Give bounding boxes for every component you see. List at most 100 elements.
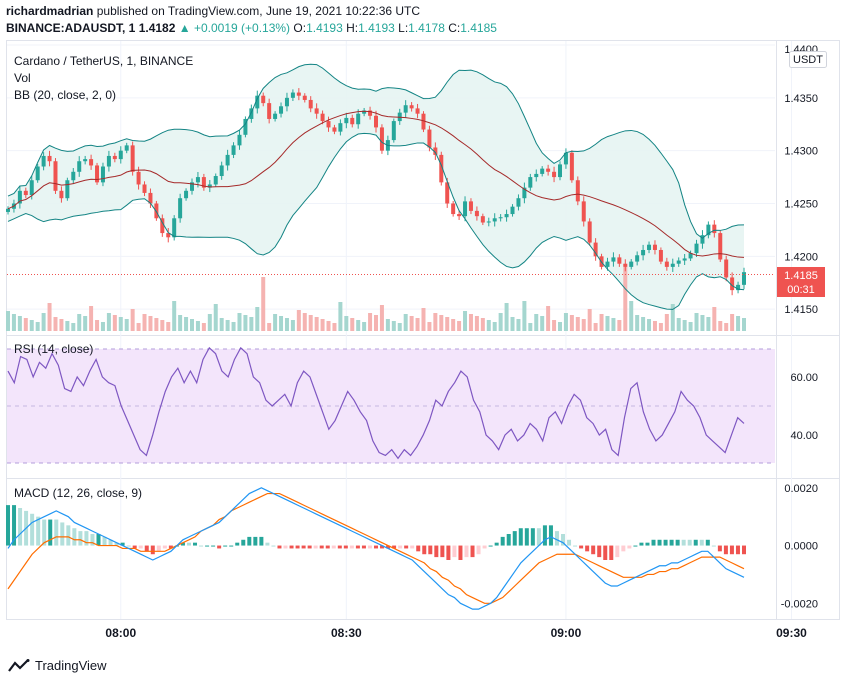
volume-bar: [558, 322, 562, 331]
candle-body: [552, 171, 557, 178]
price-axis[interactable]: 1.44001.43501.43001.42501.42001.415060.0…: [781, 44, 818, 610]
candle-body: [617, 257, 622, 264]
macd-histogram-bar: [205, 545, 210, 547]
high-value: 1.4193: [358, 21, 395, 35]
macd-histogram-bar: [253, 536, 258, 546]
macd-legend[interactable]: MACD (12, 26, close, 9): [14, 486, 142, 500]
macd-histogram-bar: [639, 542, 644, 546]
candle-body: [421, 113, 426, 130]
macd-histogram-bar: [66, 525, 71, 546]
rsi-legend[interactable]: RSI (14, close): [14, 342, 93, 356]
candle-body: [486, 221, 491, 223]
volume-bar: [106, 313, 111, 331]
macd-histogram-bar: [627, 545, 632, 549]
volume-bar: [463, 311, 468, 331]
macd-histogram-bar: [482, 545, 487, 549]
high-label: H:: [346, 21, 359, 35]
macd-histogram-bar: [114, 542, 119, 546]
macd-histogram-bar: [78, 531, 83, 546]
volume-bar: [427, 322, 432, 331]
candle-body: [190, 182, 194, 191]
volume-bar: [261, 277, 266, 331]
price-tick-label: 1.4200: [784, 251, 818, 263]
macd-histogram-bar: [711, 545, 716, 547]
volume-bar: [6, 311, 10, 331]
macd-histogram-bar: [247, 536, 252, 546]
candle-body: [647, 244, 652, 250]
macd-histogram-bar: [742, 545, 746, 555]
candle-body: [320, 113, 325, 122]
volume-bar: [11, 314, 16, 331]
volume-bar: [457, 321, 462, 331]
volume-bar: [409, 316, 414, 331]
macd-histogram-bar: [536, 528, 541, 546]
volume-bar: [273, 314, 278, 331]
macd-histogram-bar: [645, 542, 650, 546]
macd-histogram-bar: [132, 545, 137, 549]
macd-histogram-bar: [374, 545, 378, 549]
volume-bar: [635, 315, 640, 331]
candle-body: [605, 261, 610, 267]
candle-body: [563, 152, 568, 165]
volume-bar: [35, 322, 40, 331]
macd-histogram-bar: [699, 539, 704, 546]
macd-histogram-bar: [705, 539, 710, 546]
candle-body: [379, 127, 384, 151]
macd-histogram-bar: [573, 545, 578, 547]
volume-legend[interactable]: Vol: [14, 71, 31, 85]
macd-histogram-bar: [422, 545, 427, 555]
author-name[interactable]: richardmadrian: [6, 4, 94, 18]
candle-body: [308, 99, 313, 109]
macd-histogram-bar: [241, 539, 246, 546]
volume-bar: [124, 319, 129, 331]
currency-badge[interactable]: [789, 51, 827, 68]
candle-body: [279, 106, 284, 114]
candle-body: [415, 108, 420, 114]
macd-histogram-bar: [548, 525, 553, 546]
rsi-line: [7, 346, 745, 460]
macd-histogram-bar: [235, 542, 240, 546]
macd-histogram-bar: [211, 545, 216, 547]
time-tick-label: 08:00: [105, 626, 136, 640]
candle-body: [706, 224, 711, 236]
candle-body: [17, 190, 22, 204]
volume-bar: [154, 318, 159, 331]
published-text: published on TradingView.com, June 19, 2…: [96, 4, 421, 18]
candle-body: [575, 180, 580, 202]
candle-body: [664, 261, 669, 267]
volume-bar: [279, 316, 284, 331]
macd-histogram-bar: [30, 513, 35, 546]
macd-histogram-bar: [428, 545, 433, 555]
volume-bar: [415, 318, 420, 331]
volume-bar: [510, 317, 515, 331]
macd-histogram-bar: [591, 545, 596, 555]
volume-bar: [522, 301, 527, 331]
price-tag-countdown: 00:31: [787, 284, 815, 296]
brand-name: TradingView: [35, 658, 107, 673]
candle-body: [629, 261, 634, 267]
volume-bar: [474, 316, 479, 331]
volume-bar: [290, 320, 295, 331]
macd-histogram-bar: [621, 545, 626, 552]
volume-bar: [184, 317, 189, 331]
candle-body: [540, 168, 545, 174]
candle-body: [718, 233, 723, 260]
macd-histogram-bar: [289, 545, 294, 549]
bb-legend[interactable]: BB (20, close, 2, 0): [14, 88, 116, 102]
price-tag-value: 1.4185: [784, 270, 818, 282]
macd-histogram-bar: [337, 545, 342, 549]
close-label: C:: [448, 21, 461, 35]
volume-bar: [148, 316, 153, 331]
volume-bar: [724, 323, 729, 331]
open-label: O:: [293, 21, 307, 35]
candle-body: [249, 108, 254, 119]
candle-body: [641, 249, 646, 256]
macd-histogram-bar: [180, 542, 185, 546]
macd-histogram-bar: [271, 545, 276, 547]
volume-bar: [314, 317, 319, 331]
low-label: L:: [398, 21, 409, 35]
tradingview-brand[interactable]: TradingView: [8, 658, 107, 673]
volume-bar: [118, 317, 123, 331]
